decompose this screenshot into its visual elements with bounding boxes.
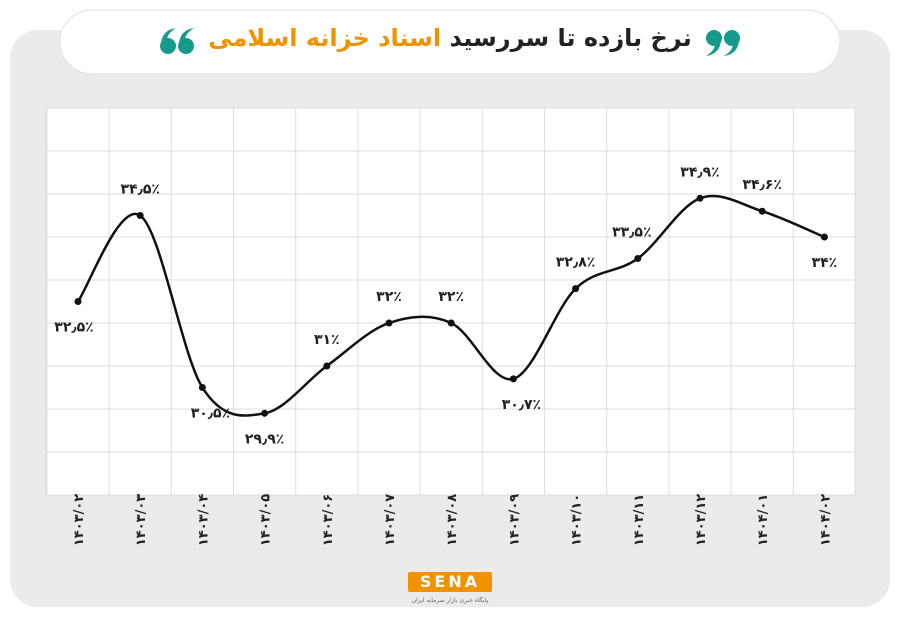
point — [820, 233, 828, 241]
line — [76, 194, 825, 417]
point — [509, 375, 517, 383]
point — [74, 298, 82, 305]
data-label: ۳۲٫۸٪ — [556, 255, 595, 271]
x-tick-label: ۱۴۰۳/۰۵ — [259, 494, 274, 546]
plot-area — [45, 107, 856, 496]
quote-right — [706, 30, 740, 56]
logo-tagline: پایگاه خبری بازار سرمایه ایران — [412, 596, 489, 604]
logo-brand: SENA — [420, 572, 480, 591]
x-tick-label: ۱۴۰۳/۰۶ — [321, 494, 336, 546]
data-label: ۳۲٫۵٪ — [54, 320, 93, 336]
data-label: ۳۴٪ — [812, 255, 838, 271]
data-label: ۳۴٫۶٪ — [742, 177, 781, 193]
data-label: ۳۴٫۵٪ — [120, 182, 159, 198]
x-tick-label: ۱۴۰۳/۰۷ — [383, 494, 398, 546]
title-pill — [59, 9, 841, 75]
data-label: ۳۴٫۹٪ — [680, 164, 719, 180]
x-tick-label: ۱۴۰۳/۱۱ — [632, 494, 647, 546]
x-tick-label: ۱۴۰۴/۰۲ — [818, 494, 833, 546]
x-tick-label: ۱۴۰۳/۰۹ — [507, 494, 522, 546]
data-label: ۳۳٫۵٪ — [612, 225, 651, 241]
point — [261, 409, 269, 417]
x-tick-label: ۱۴۰۳/۰۲ — [72, 494, 87, 546]
title-highlight: اسناد خزانه اسلامی — [208, 24, 442, 52]
point — [696, 194, 704, 202]
x-tick-label: ۱۴۰۳/۰۳ — [134, 494, 149, 546]
logo-box — [408, 572, 492, 592]
point — [136, 212, 144, 219]
x-tick-label: ۱۴۰۳/۱۲ — [694, 494, 709, 546]
data-label: ۳۰٫۵٪ — [191, 406, 230, 422]
point — [634, 255, 642, 262]
data-label: ۳۱٪ — [314, 332, 340, 348]
data-label: ۲۹٫۹٪ — [245, 431, 284, 447]
point — [385, 319, 393, 327]
title-main: نرخ بازده تا سررسید — [449, 24, 692, 52]
point — [323, 362, 331, 370]
data-label: ۳۲٪ — [376, 289, 402, 305]
point — [447, 319, 455, 327]
quote-left — [160, 28, 194, 54]
chart-title: نرخ بازده تا سررسید اسناد خزانه اسلامی — [0, 24, 900, 52]
x-tick-label: ۱۴۰۳/۱۰ — [570, 494, 585, 546]
point — [758, 207, 766, 215]
point — [572, 285, 580, 293]
x-tick-label: ۱۴۰۳/۰۸ — [445, 494, 460, 546]
data-label: ۳۲٪ — [438, 289, 464, 305]
data-label: ۳۰٫۷٪ — [502, 397, 541, 413]
x-tick-label: ۱۴۰۳/۰۴ — [196, 494, 211, 546]
point — [198, 384, 206, 391]
x-tick-label: ۱۴۰۴/۰۱ — [756, 494, 771, 546]
